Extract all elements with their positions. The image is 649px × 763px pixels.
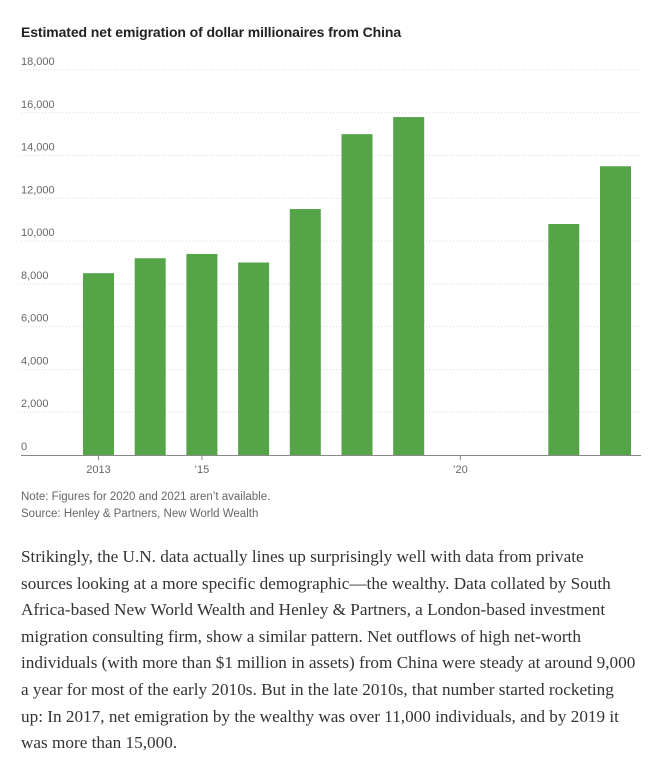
grid-lines	[21, 69, 641, 413]
bar-2022	[548, 224, 580, 455]
y-tick-label: 18,000	[21, 56, 55, 68]
bar-2013	[83, 273, 114, 455]
chart-note: Note: Figures for 2020 and 2021 aren’t a…	[21, 491, 271, 503]
axes: 0 2,000 4,000 6,000 8,000 10,000 12,000 14,000 1…	[21, 56, 641, 476]
bar-2014	[134, 258, 166, 455]
y-tick-label: 14,000	[21, 142, 55, 154]
chart-title: Estimated net emigration of dollar milli…	[21, 24, 402, 40]
bar-2023	[600, 166, 631, 455]
chart-source: Source: Henley & Partners, New World Wea…	[21, 508, 259, 520]
y-tick-label: 4,000	[21, 355, 49, 367]
y-tick-label: 16,000	[21, 99, 55, 111]
chart-notes: Note: Figures for 2020 and 2021 aren’t a…	[21, 489, 270, 523]
y-tick-label: 8,000	[21, 270, 49, 282]
article-paragraph: Strikingly, the U.N. data actually lines…	[21, 547, 636, 753]
x-tick-label: 2013	[86, 464, 110, 476]
y-tick-label: 0	[21, 441, 27, 453]
bar-2018	[341, 134, 373, 455]
bar-2016	[238, 262, 270, 455]
y-tick-label: 12,000	[21, 184, 55, 196]
y-tick-label: 10,000	[21, 227, 55, 239]
bars	[83, 117, 631, 456]
x-tick-label: ’20	[453, 464, 468, 476]
bar-2017	[289, 209, 321, 455]
x-tick-label: ’15	[195, 464, 210, 476]
y-tick-label: 2,000	[21, 398, 49, 410]
y-tick-label: 6,000	[21, 313, 49, 325]
bar-2019	[393, 117, 425, 456]
bar-2015	[186, 253, 218, 455]
bar-chart: 0 2,000 4,000 6,000 8,000 10,000 12,000 14,000 1…	[21, 56, 641, 476]
